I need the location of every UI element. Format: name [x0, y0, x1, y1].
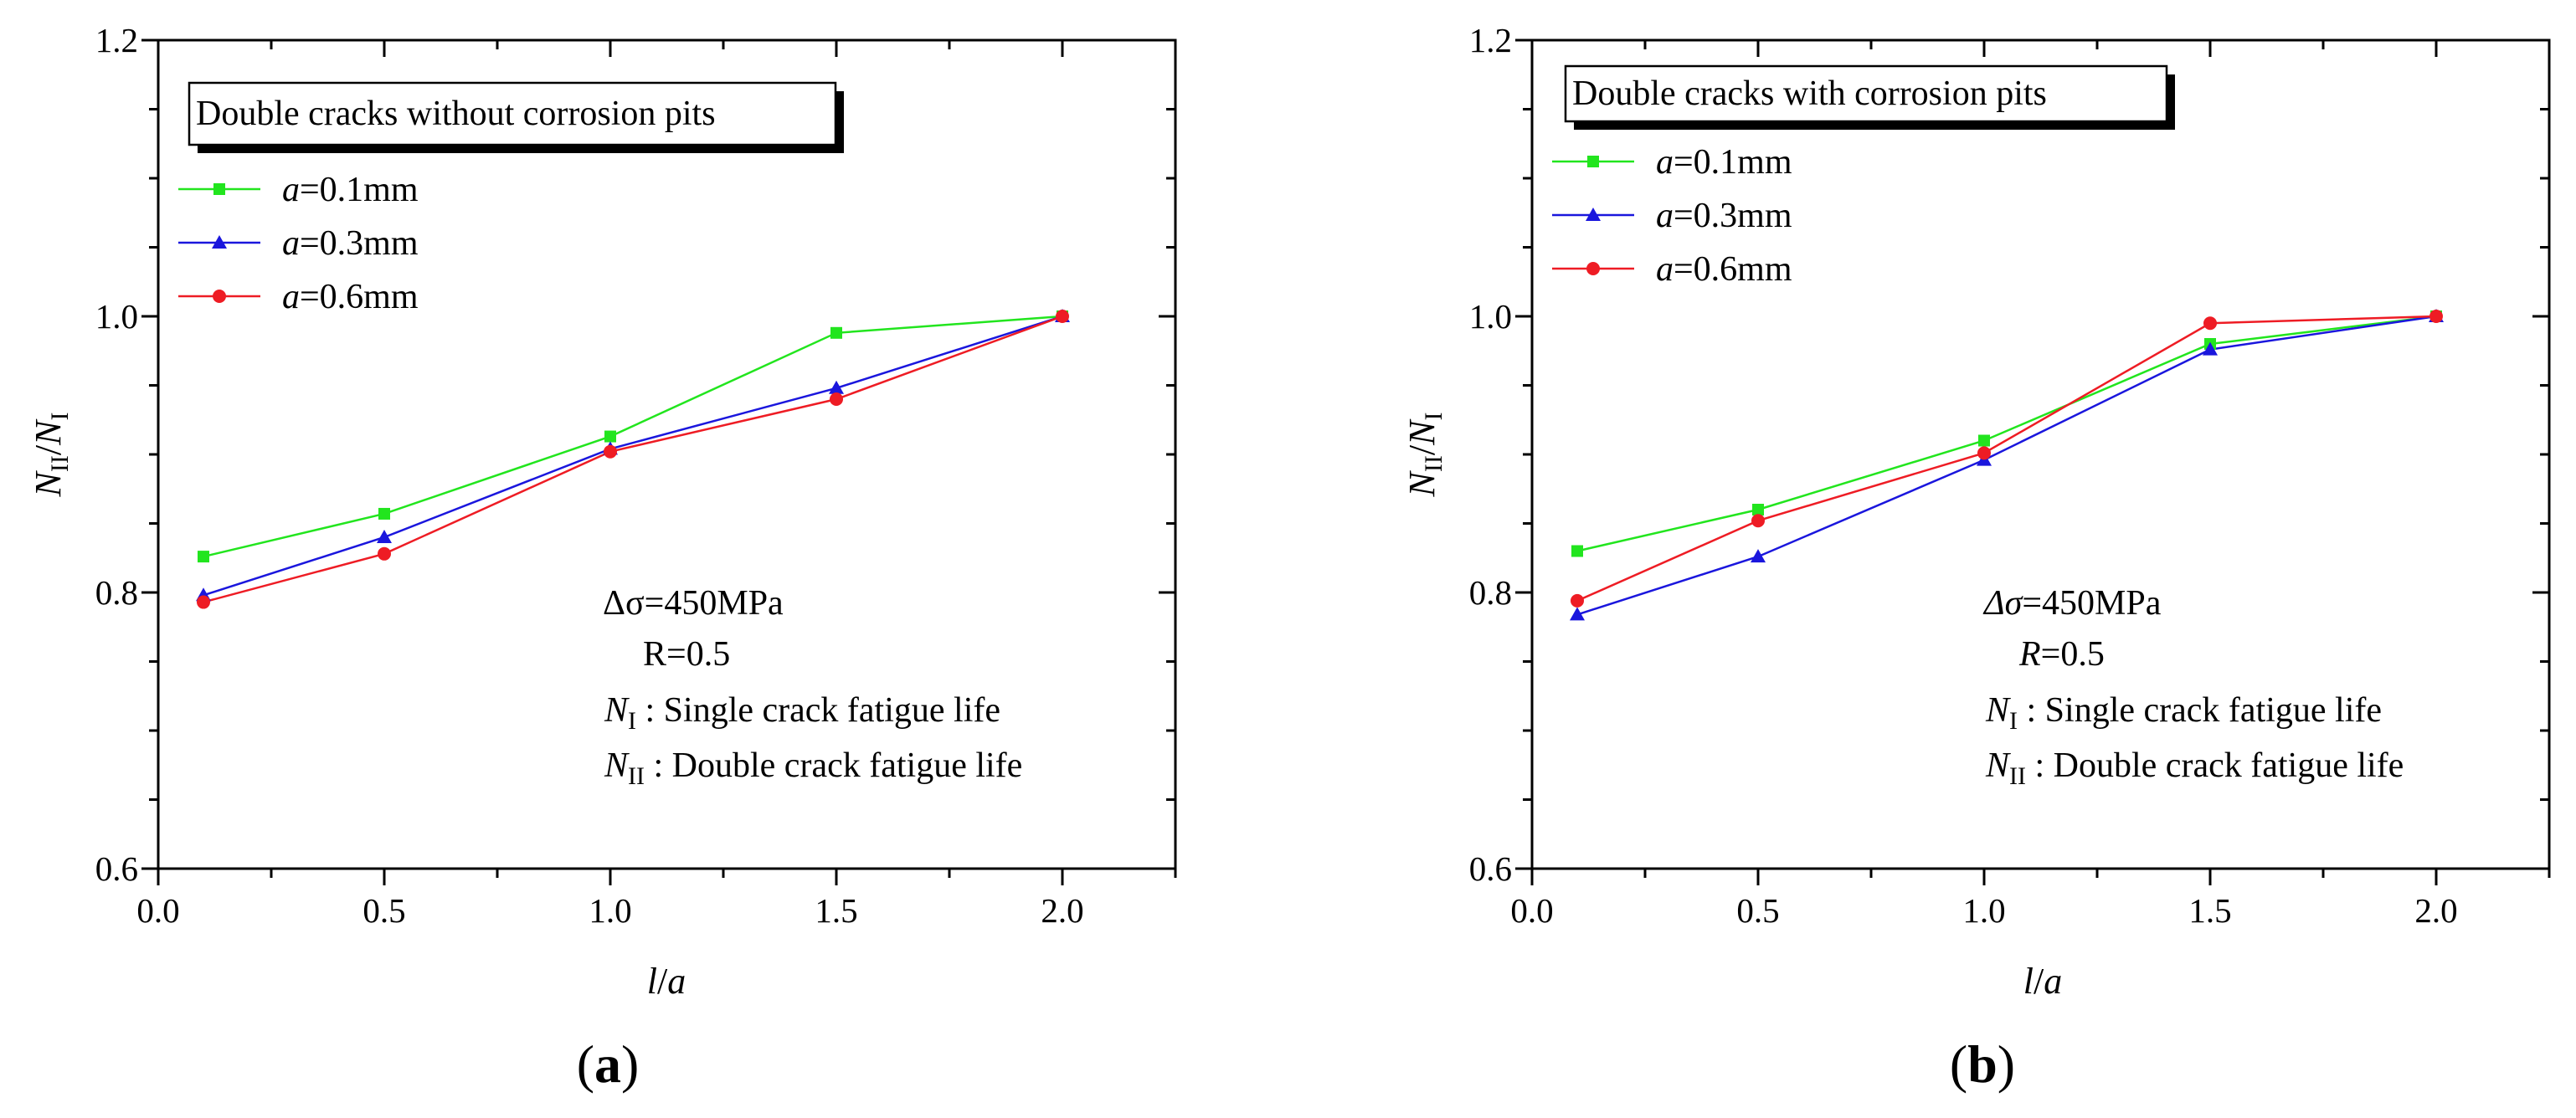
y-tick-label: 0.8 — [95, 573, 138, 612]
title-box — [1564, 64, 2168, 123]
plot-frame — [157, 38, 1177, 870]
data-point — [1752, 504, 1764, 515]
series-lines — [1576, 315, 2437, 616]
legend-item: a=0.6mm — [1552, 250, 1792, 289]
y-axis-label: NII/NI — [28, 413, 74, 498]
data-point — [1570, 607, 1585, 621]
y-tick-label: 0.6 — [95, 849, 138, 888]
x-tick-label: 0.0 — [136, 891, 179, 930]
axis-tick-labels: 0.0 0.5 1.0 1.5 2.0 0.6 0.8 1.0 1.2 — [95, 21, 1084, 930]
data-point — [1978, 434, 1990, 447]
data-point — [378, 546, 391, 561]
y-tick-label: 0.6 — [1469, 849, 1512, 888]
data-point — [1571, 545, 1583, 557]
x-axis-label: l/a — [2023, 961, 2062, 1002]
data-point — [377, 530, 392, 543]
data-point — [378, 507, 390, 520]
legend-swatch-marker — [1587, 156, 1599, 167]
annotation-ratio: R=0.5 — [643, 635, 730, 674]
x-tick-label: 0.5 — [362, 891, 405, 930]
legend-item: a=0.3mm — [1552, 197, 1792, 235]
y-tick-label: 1.2 — [1469, 21, 1512, 59]
axis-ticks — [141, 38, 1177, 885]
series-line — [1576, 315, 2437, 616]
data-point — [1056, 310, 1069, 323]
y-axis-label: NII/NI — [1401, 413, 1447, 498]
panel-label-a: (a) — [577, 1034, 640, 1094]
y-tick-label: 1.0 — [1469, 297, 1512, 336]
data-point — [197, 595, 210, 609]
legend-label: a=0.1mm — [282, 171, 419, 209]
panel-label-b: (b) — [1950, 1034, 2015, 1094]
series-line — [203, 315, 1063, 603]
data-point — [830, 326, 842, 339]
series-line — [1576, 315, 2437, 552]
legend: a=0.1mm a=0.3mm a=0.6mm — [1552, 143, 1792, 289]
x-tick-label: 0.0 — [1510, 891, 1553, 930]
series-line — [1576, 315, 2437, 603]
chart-title: Double cracks with corrosion pits — [1572, 74, 2047, 113]
x-tick-label: 0.5 — [1736, 891, 1779, 930]
legend-label: a=0.1mm — [1656, 143, 1792, 182]
legend-swatch-marker — [213, 290, 226, 303]
x-tick-label: 1.0 — [1962, 891, 2005, 930]
annotation-n1: NI : Single crack fatigue life — [1985, 691, 2382, 735]
data-point — [2203, 316, 2217, 331]
legend-swatch-marker — [212, 235, 227, 249]
annotation-stress: Δσ=450MPa — [1982, 584, 2162, 623]
chart-panel-b: 0.0 0.5 1.0 1.5 2.0 0.6 0.8 1.0 1.2 Double crack… — [1401, 21, 2551, 1094]
data-point — [2203, 341, 2218, 356]
series-markers — [1570, 309, 2444, 621]
series-line — [203, 315, 1063, 558]
legend-item: a=0.1mm — [178, 171, 419, 209]
legend-item: a=0.1mm — [1552, 143, 1792, 182]
data-point — [1977, 446, 1991, 460]
annotation-n2: NII : Double crack fatigue life — [604, 746, 1022, 790]
legend-item: a=0.3mm — [178, 224, 419, 263]
x-tick-label: 2.0 — [1041, 891, 1083, 930]
legend-swatch-marker — [1586, 262, 1600, 275]
legend-swatch-marker — [1586, 208, 1601, 221]
x-tick-label: 1.0 — [589, 891, 631, 930]
x-tick-label: 2.0 — [2414, 891, 2457, 930]
legend-item: a=0.6mm — [178, 278, 419, 316]
annotation-n1: NI : Single crack fatigue life — [604, 691, 1000, 735]
data-point — [604, 444, 617, 459]
legend-label: a=0.3mm — [282, 224, 419, 263]
x-tick-label: 1.5 — [815, 891, 857, 930]
legend-label: a=0.6mm — [1656, 250, 1792, 289]
data-point — [1571, 593, 1584, 608]
data-point — [2429, 310, 2443, 323]
x-axis-label: l/a — [647, 961, 686, 1002]
data-point — [604, 430, 616, 443]
chart-panel-a: 0.0 0.5 1.0 1.5 2.0 0.6 0.8 1.0 1.2 Double crack… — [28, 21, 1177, 1094]
series-lines — [203, 315, 1063, 603]
data-point — [1751, 549, 1766, 563]
data-point — [829, 380, 844, 394]
x-tick-label: 1.5 — [2188, 891, 2231, 930]
data-point — [198, 551, 209, 563]
legend: a=0.1mm a=0.3mm a=0.6mm — [178, 171, 419, 316]
legend-label: a=0.3mm — [1656, 197, 1792, 235]
legend-swatch-marker — [213, 183, 225, 195]
annotation-n2: NII : Double crack fatigue life — [1985, 746, 2404, 790]
series-markers — [196, 309, 1070, 609]
series-line — [203, 315, 1063, 597]
y-tick-label: 1.0 — [95, 297, 138, 336]
axis-ticks — [1515, 38, 2551, 885]
y-tick-label: 1.2 — [95, 21, 138, 59]
axis-tick-labels: 0.0 0.5 1.0 1.5 2.0 0.6 0.8 1.0 1.2 — [1469, 21, 2458, 930]
chart-title: Double cracks without corrosion pits — [196, 95, 716, 133]
data-point — [830, 392, 843, 406]
data-point — [1751, 514, 1765, 528]
annotation-ratio: R=0.5 — [2018, 635, 2105, 674]
legend-label: a=0.6mm — [282, 278, 419, 316]
y-tick-label: 0.8 — [1469, 573, 1512, 612]
annotation-stress: Δσ=450MPa — [603, 584, 784, 623]
title-box — [188, 81, 837, 146]
